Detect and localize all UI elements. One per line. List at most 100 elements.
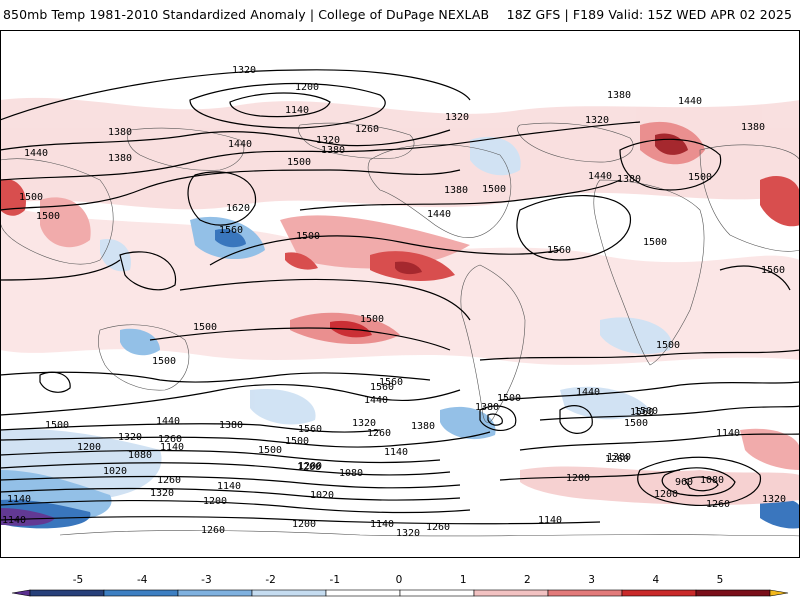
svg-text:1500: 1500: [497, 393, 521, 404]
legend-tick-label: 4: [652, 574, 659, 586]
svg-text:1500: 1500: [360, 314, 384, 325]
contour-labels: 1320 1200 1140 1260 1320 1380 1440 1380 …: [2, 65, 786, 539]
height-contours: [0, 69, 800, 525]
svg-text:1140: 1140: [160, 442, 184, 453]
svg-text:1320: 1320: [396, 528, 420, 539]
svg-text:1200: 1200: [295, 82, 319, 93]
legend-swatch: [325, 589, 401, 597]
svg-text:1200: 1200: [298, 461, 322, 472]
legend-tick-label: 3: [588, 574, 595, 586]
svg-text:1380: 1380: [475, 402, 499, 413]
svg-text:1260: 1260: [158, 434, 182, 445]
svg-text:1080: 1080: [700, 475, 724, 486]
svg-text:1560: 1560: [547, 245, 571, 256]
svg-text:1260: 1260: [367, 428, 391, 439]
svg-text:1380: 1380: [741, 122, 765, 133]
svg-text:1320: 1320: [118, 432, 142, 443]
svg-text:1500: 1500: [193, 322, 217, 333]
svg-text:1440: 1440: [576, 387, 600, 398]
svg-text:1200: 1200: [566, 473, 590, 484]
svg-text:1380: 1380: [321, 145, 345, 156]
svg-text:1380: 1380: [444, 185, 468, 196]
svg-text:1500: 1500: [36, 211, 60, 222]
legend-swatch: [399, 589, 475, 597]
legend-swatch: [621, 589, 697, 597]
svg-text:1140: 1140: [716, 428, 740, 439]
svg-text:1140: 1140: [7, 494, 31, 505]
svg-text:1320: 1320: [316, 135, 340, 146]
legend-tick-label: 1: [460, 574, 467, 586]
svg-text:1140: 1140: [370, 519, 394, 530]
svg-text:1200: 1200: [292, 519, 316, 530]
legend-tick-label: 0: [396, 574, 403, 586]
svg-text:1320: 1320: [352, 418, 376, 429]
svg-text:1500: 1500: [688, 172, 712, 183]
legend-tick-label: -2: [265, 574, 275, 586]
svg-text:1320: 1320: [232, 65, 256, 76]
legend-tick-label: 5: [717, 574, 724, 586]
legend-arrow-low: [11, 589, 31, 597]
legend-tick-label: -1: [330, 574, 340, 586]
svg-text:1020: 1020: [103, 466, 127, 477]
svg-text:1260: 1260: [201, 525, 225, 536]
svg-text:1260: 1260: [426, 522, 450, 533]
legend-swatch: [251, 589, 327, 597]
legend-swatch: [473, 589, 549, 597]
model-valid-time: 18Z GFS | F189 Valid: 15Z WED APR 02 202…: [506, 7, 792, 22]
svg-text:1620: 1620: [226, 203, 250, 214]
svg-text:960: 960: [675, 477, 693, 488]
svg-text:1440: 1440: [364, 395, 388, 406]
svg-text:1440: 1440: [427, 209, 451, 220]
svg-text:1500: 1500: [287, 157, 311, 168]
svg-text:1020: 1020: [310, 490, 334, 501]
svg-text:1380: 1380: [411, 421, 435, 432]
svg-text:1440: 1440: [678, 96, 702, 107]
svg-text:1140: 1140: [538, 515, 562, 526]
svg-text:1140: 1140: [217, 481, 241, 492]
svg-text:1500: 1500: [656, 340, 680, 351]
svg-text:1500: 1500: [624, 418, 648, 429]
svg-text:1440: 1440: [156, 416, 180, 427]
svg-text:1500: 1500: [296, 231, 320, 242]
svg-text:1260: 1260: [605, 454, 629, 465]
svg-text:1500: 1500: [285, 436, 309, 447]
svg-text:1500: 1500: [643, 237, 667, 248]
map-title: 850mb Temp 1981-2010 Standardized Anomal…: [3, 7, 490, 22]
svg-text:1320: 1320: [762, 494, 786, 505]
legend-color-bar: [11, 589, 789, 597]
svg-text:1380: 1380: [607, 90, 631, 101]
svg-text:1080: 1080: [339, 468, 363, 479]
svg-text:1560: 1560: [379, 377, 403, 388]
svg-text:1200: 1200: [203, 496, 227, 507]
svg-text:1560: 1560: [370, 382, 394, 393]
svg-text:1380: 1380: [108, 153, 132, 164]
legend-swatch: [177, 589, 253, 597]
svg-text:1440: 1440: [228, 139, 252, 150]
svg-text:1500: 1500: [152, 356, 176, 367]
legend-swatch: [103, 589, 179, 597]
legend-arrow-high: [769, 589, 789, 597]
legend-tick-label: -5: [73, 574, 83, 586]
svg-text:1200: 1200: [654, 489, 678, 500]
legend-tick-label: 2: [524, 574, 531, 586]
legend-tick-label: -3: [201, 574, 211, 586]
svg-text:1200: 1200: [297, 462, 321, 473]
svg-text:1560: 1560: [298, 424, 322, 435]
svg-text:1260: 1260: [706, 499, 730, 510]
legend-swatch: [547, 589, 623, 597]
svg-text:1560: 1560: [219, 225, 243, 236]
svg-text:1500: 1500: [634, 406, 658, 417]
svg-text:1320: 1320: [585, 115, 609, 126]
svg-text:1200: 1200: [77, 442, 101, 453]
svg-text:1140: 1140: [2, 515, 26, 526]
svg-text:1560: 1560: [630, 407, 654, 418]
svg-text:1140: 1140: [285, 105, 309, 116]
svg-text:1320: 1320: [445, 112, 469, 123]
svg-text:1500: 1500: [482, 184, 506, 195]
svg-text:1440: 1440: [588, 171, 612, 182]
svg-text:1380: 1380: [219, 420, 243, 431]
svg-text:1500: 1500: [258, 445, 282, 456]
svg-text:1260: 1260: [157, 475, 181, 486]
svg-text:1380: 1380: [617, 174, 641, 185]
svg-text:1380: 1380: [108, 127, 132, 138]
